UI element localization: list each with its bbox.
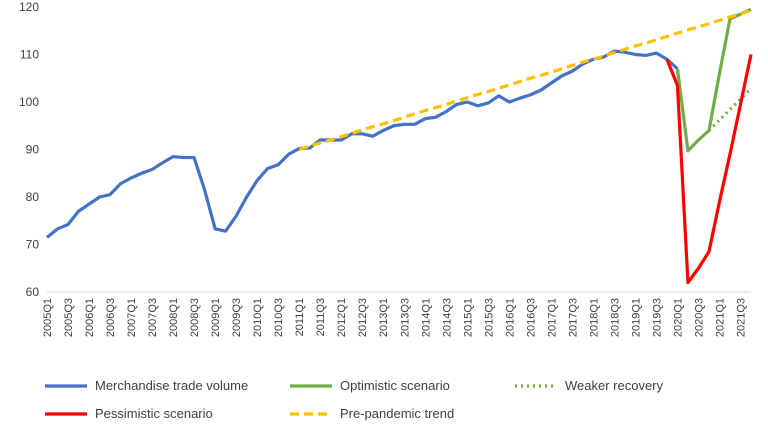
x-tick-label: 2010Q1 (252, 298, 264, 337)
x-tick-label: 2015Q1 (462, 298, 474, 337)
x-tick-label: 2005Q3 (63, 298, 75, 337)
y-tick-label: 80 (26, 190, 40, 204)
x-tick-label: 2009Q3 (231, 298, 243, 337)
x-tick-label: 2020Q3 (693, 298, 705, 337)
x-tick-label: 2012Q3 (357, 298, 369, 337)
x-tick-label: 2021Q1 (714, 298, 726, 337)
x-tick-label: 2009Q1 (210, 298, 222, 337)
x-tick-label: 2010Q3 (273, 298, 285, 337)
series-line (665, 54, 753, 285)
x-tick-label: 2011Q3 (315, 298, 327, 336)
x-tick-label: 2020Q1 (672, 298, 684, 337)
y-tick-label: 100 (19, 95, 39, 109)
x-tick-label: 2008Q1 (168, 298, 180, 337)
legend-label: Pessimistic scenario (95, 406, 213, 421)
x-tick-label: 2006Q3 (105, 298, 117, 337)
legend-label: Pre-pandemic trend (340, 406, 454, 421)
x-tick-label: 2016Q3 (525, 298, 537, 337)
x-tick-label: 2017Q1 (546, 298, 558, 337)
x-tick-label: 2014Q1 (420, 298, 432, 337)
x-tick-label: 2011Q1 (294, 298, 306, 336)
x-tick-label: 2019Q3 (651, 298, 663, 337)
legend-label: Weaker recovery (565, 378, 664, 393)
x-tick-label: 2013Q1 (378, 298, 390, 337)
y-tick-label: 120 (19, 0, 39, 14)
x-tick-label: 2018Q3 (609, 298, 621, 337)
series-line (707, 87, 753, 132)
x-tick-label: 2013Q3 (399, 298, 411, 337)
y-tick-label: 70 (26, 238, 40, 252)
x-tick-label: 2014Q3 (441, 298, 453, 337)
x-tick-label: 2005Q1 (42, 298, 54, 337)
x-tick-label: 2018Q1 (588, 298, 600, 337)
series-line (298, 9, 752, 152)
x-tick-label: 2016Q1 (504, 298, 516, 337)
x-tick-label: 2007Q3 (147, 298, 159, 337)
series-line (45, 49, 679, 239)
x-tick-label: 2021Q3 (735, 298, 747, 337)
legend-label: Merchandise trade volume (95, 378, 248, 393)
y-tick-label: 60 (26, 285, 40, 299)
x-tick-label: 2017Q3 (567, 298, 579, 337)
x-tick-label: 2006Q1 (84, 298, 96, 337)
y-tick-label: 90 (26, 143, 40, 157)
x-tick-label: 2015Q3 (483, 298, 495, 337)
legend-label: Optimistic scenario (340, 378, 450, 393)
y-tick-label: 110 (20, 48, 39, 62)
x-tick-label: 2007Q1 (126, 298, 138, 337)
series-line (675, 7, 752, 153)
x-tick-label: 2019Q1 (630, 298, 642, 337)
x-tick-label: 2012Q1 (336, 298, 348, 337)
x-tick-label: 2008Q3 (189, 298, 201, 337)
